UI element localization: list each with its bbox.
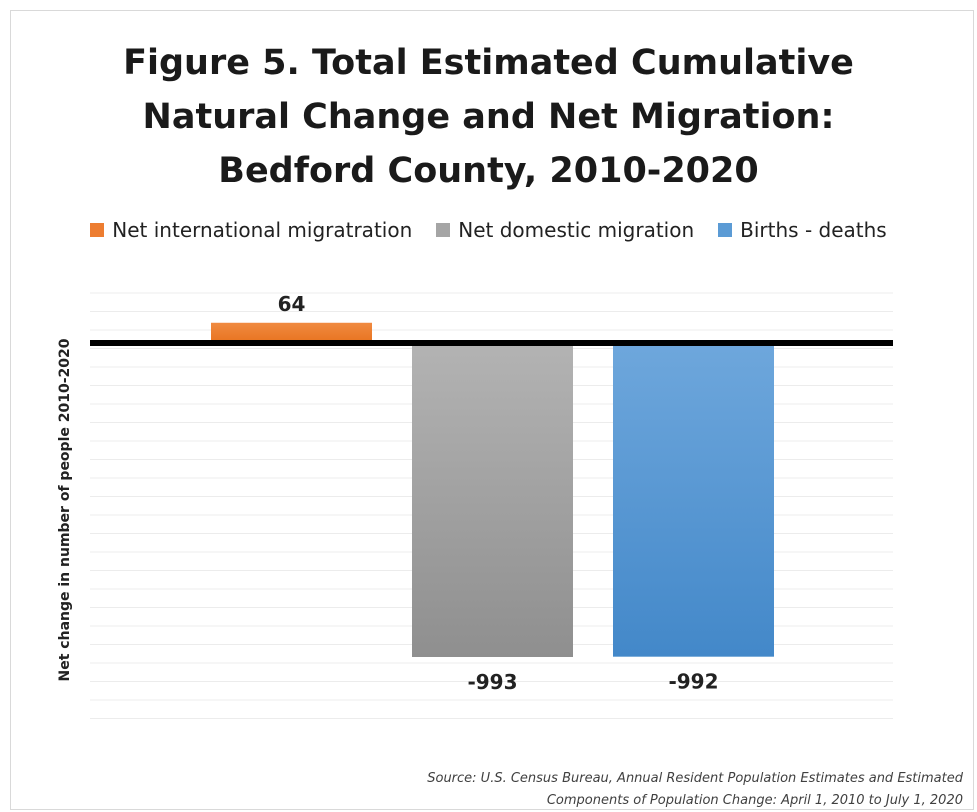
- data-label-international: 64: [278, 292, 306, 316]
- y-axis-label: Net change in number of people 2010-2020: [57, 338, 73, 681]
- legend-item-births-deaths: Births - deaths: [718, 218, 887, 242]
- source-note: Source: U.S. Census Bureau, Annual Resid…: [427, 768, 963, 812]
- source-line-1: Source: U.S. Census Bureau, Annual Resid…: [427, 771, 963, 786]
- data-label-births-deaths: -992: [668, 670, 718, 694]
- bar-births-deaths: [613, 343, 774, 657]
- chart-title: Figure 5. Total Estimated Cumulative Nat…: [0, 36, 977, 198]
- bars: [211, 322, 774, 657]
- data-label-domestic: -993: [467, 670, 517, 694]
- legend-swatch-births-deaths: [718, 223, 733, 237]
- legend-swatch-domestic: [436, 223, 451, 237]
- legend-item-domestic: Net domestic migration: [436, 218, 694, 242]
- bar-domestic: [412, 343, 573, 657]
- legend-label-international: Net international migratration: [112, 218, 413, 242]
- legend-label-domestic: Net domestic migration: [458, 218, 695, 242]
- source-line-2: Components of Population Change: April 1…: [546, 793, 963, 808]
- data-labels: 64 -993 -992: [278, 292, 719, 694]
- chart-title-line-2: Natural Change and Net Migration:: [142, 97, 835, 137]
- chart-legend: Net international migratration Net domes…: [0, 218, 977, 242]
- legend-swatch-international: [90, 223, 105, 237]
- legend-item-international: Net international migratration: [90, 218, 412, 242]
- bar-international: [211, 322, 372, 343]
- legend-label-births-deaths: Births - deaths: [740, 218, 887, 242]
- chart-title-line-1: Figure 5. Total Estimated Cumulative: [123, 43, 854, 83]
- chart-title-line-3: Bedford County, 2010-2020: [218, 151, 759, 191]
